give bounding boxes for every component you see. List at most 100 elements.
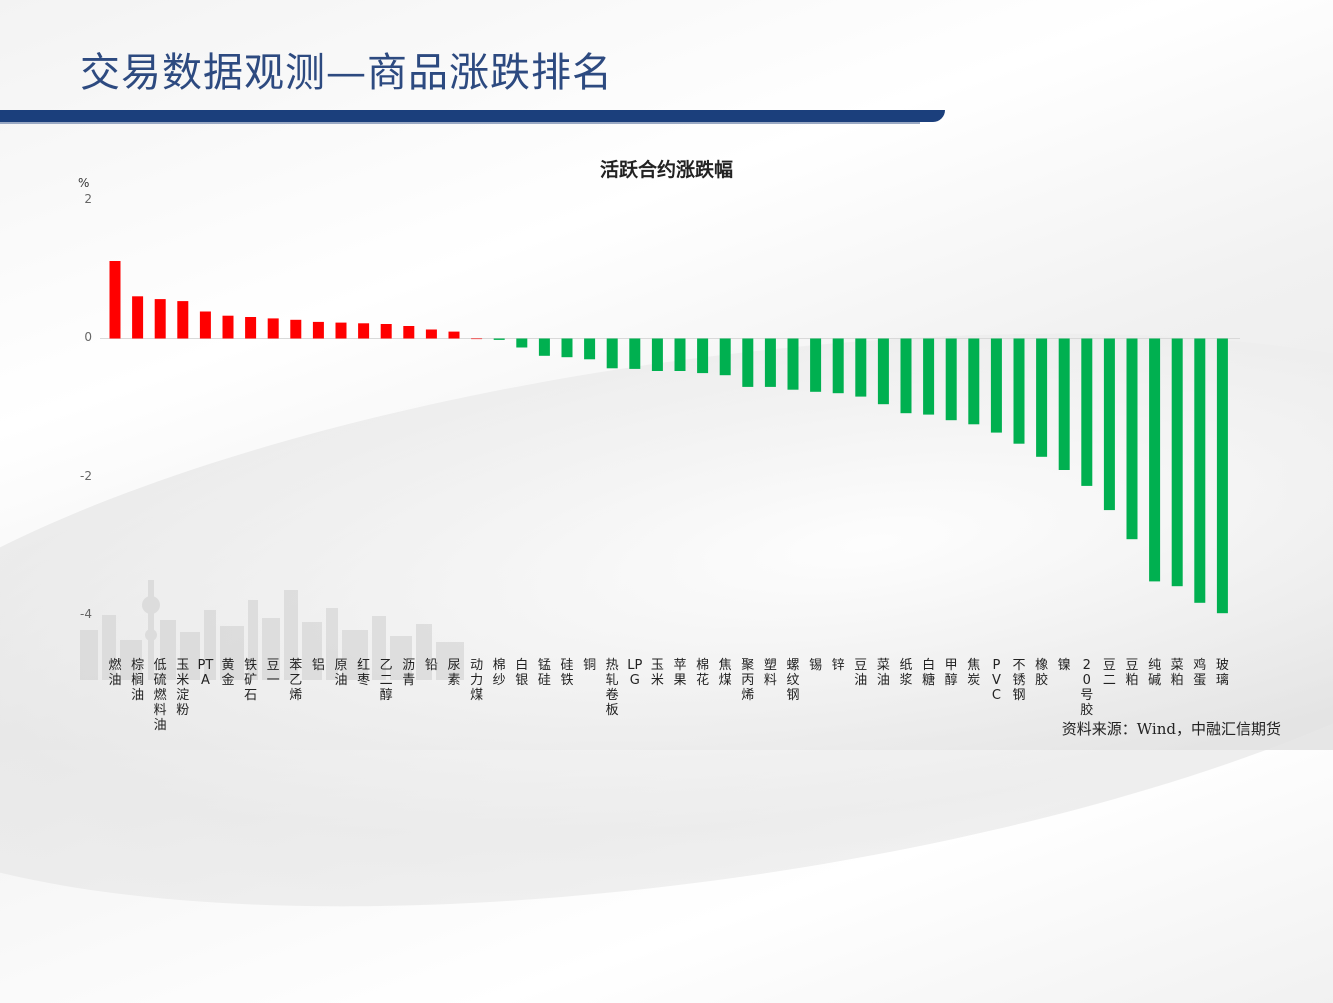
x-tick-label: 乙二醇 [379,658,393,703]
x-tick-label: 锰硅 [537,658,551,688]
x-tick-label: 鸡蛋 [1193,658,1207,688]
bar-甲醇 [945,338,957,421]
bar-焦煤 [719,338,731,376]
bar-玉米 [651,338,663,371]
bar-铁矿石 [245,317,257,339]
x-tick-label: 纯碱 [1148,658,1162,688]
x-tick-label: 豆二 [1102,658,1116,688]
x-tick-label: LPG [627,658,643,688]
x-tick-label: 锌 [831,658,845,673]
x-tick-label: 焦煤 [718,658,732,688]
x-tick-label: 20号胶 [1080,658,1094,718]
bar-20号胶 [1081,338,1093,486]
x-tick-label: 豆油 [854,658,868,688]
bar-LPG [629,338,641,369]
x-tick-label: 铅 [424,658,438,673]
x-tick-label: 黄金 [221,658,235,688]
y-tick-label: -4 [80,607,92,621]
x-tick-label: 沥青 [402,658,416,688]
x-tick-label: PVC [991,658,1001,703]
x-tick-label: 苹果 [673,658,687,688]
x-tick-label: 镍 [1057,658,1071,673]
bar-棉纱 [493,338,505,340]
bar-铜 [584,338,596,360]
slide: 交易数据观测—商品涨跌排名 活跃合约涨跌幅 % 2 0 -2 -4 燃油 棕榈油低… [0,50,1333,1003]
bar-乙二醇 [380,324,392,339]
bar-沥青 [403,326,415,339]
x-tick-label: 白糖 [922,658,936,688]
chart-title: 活跃合约涨跌幅 [599,159,733,181]
source-note: 资料来源：Wind，中融汇信期货 [1061,720,1281,738]
y-tick-label: -2 [80,469,92,483]
city-skyline-decoration [80,580,464,680]
bar-苹果 [674,338,686,371]
x-tick-label: 豆一 [266,658,280,688]
bar-热轧卷板 [606,338,618,369]
x-tick-label: 热轧卷板 [605,658,619,718]
x-tick-label: 白银 [515,658,529,688]
x-tick-label: 玻璃 [1215,658,1229,688]
bar-白糖 [923,338,935,415]
bar-chart [100,261,1240,614]
x-tick-label: 红枣 [357,658,371,688]
bar-豆二 [1103,338,1115,511]
bar-豆油 [855,338,867,397]
page-title: 交易数据观测—商品涨跌排名 [80,50,613,96]
bar-鸡蛋 [1194,338,1206,603]
bar-动力煤 [471,338,483,340]
x-tick-label: 原油 [334,658,348,688]
x-tick-label: 螺纹钢 [786,658,800,703]
x-tick-label: 动力煤 [470,658,484,703]
x-tick-label: 聚丙烯 [741,658,755,703]
y-tick-label: 0 [84,330,92,344]
bar-尿素 [448,331,460,339]
x-tick-label: 橡胶 [1035,658,1049,688]
bar-苯乙烯 [290,319,302,339]
x-tick-label: 菜油 [876,658,890,688]
bar-棕榈油 [132,296,144,339]
x-tick-label: 焦炭 [967,658,981,688]
x-tick-label: 苯乙烯 [289,658,303,703]
bar-菜油 [877,338,889,405]
bar-玉米淀粉 [177,301,189,339]
x-tick-label: 低硫燃料油 [153,658,167,733]
title-underline-bar [0,110,945,122]
x-tick-label: 棉纱 [492,658,506,688]
y-tick-label: 2 [84,192,92,206]
bar-燃油 [109,261,121,339]
bar-锡 [810,338,822,392]
bar-PTA [199,311,211,339]
bar-纯碱 [1149,338,1161,582]
bar-原油 [335,322,347,339]
bar-红枣 [358,323,370,339]
x-tick-label: 锡 [809,658,823,673]
x-tick-label: 棉花 [696,658,710,688]
x-tick-label: 棕榈油 [131,658,145,703]
x-tick-label: 玉米淀粉 [176,658,190,718]
bar-黄金 [222,315,234,339]
bar-玻璃 [1216,338,1228,614]
bar-锰硅 [538,338,550,356]
bar-硅铁 [561,338,573,358]
x-tick-label: 燃油 [108,658,122,688]
bar-锌 [832,338,844,394]
bar-PVC [990,338,1002,433]
bar-豆一 [267,318,279,339]
x-tick-label: 铝 [311,658,325,673]
bar-棉花 [697,338,709,374]
bar-焦炭 [968,338,980,425]
x-tick-label: PTA [197,658,214,688]
x-tick-label: 硅铁 [560,658,574,688]
x-tick-label: 铁矿石 [244,658,258,703]
bar-白银 [516,338,528,348]
x-tick-label: 铜 [583,658,597,673]
x-tick-label: 纸浆 [899,658,913,688]
bar-镍 [1058,338,1070,470]
bar-豆粕 [1126,338,1138,540]
x-tick-label: 玉米 [650,658,664,688]
y-axis-unit: % [78,176,90,190]
bar-铅 [425,329,437,339]
bar-橡胶 [1036,338,1048,457]
bar-不锈钢 [1013,338,1025,444]
x-tick-label: 菜粕 [1170,658,1184,688]
